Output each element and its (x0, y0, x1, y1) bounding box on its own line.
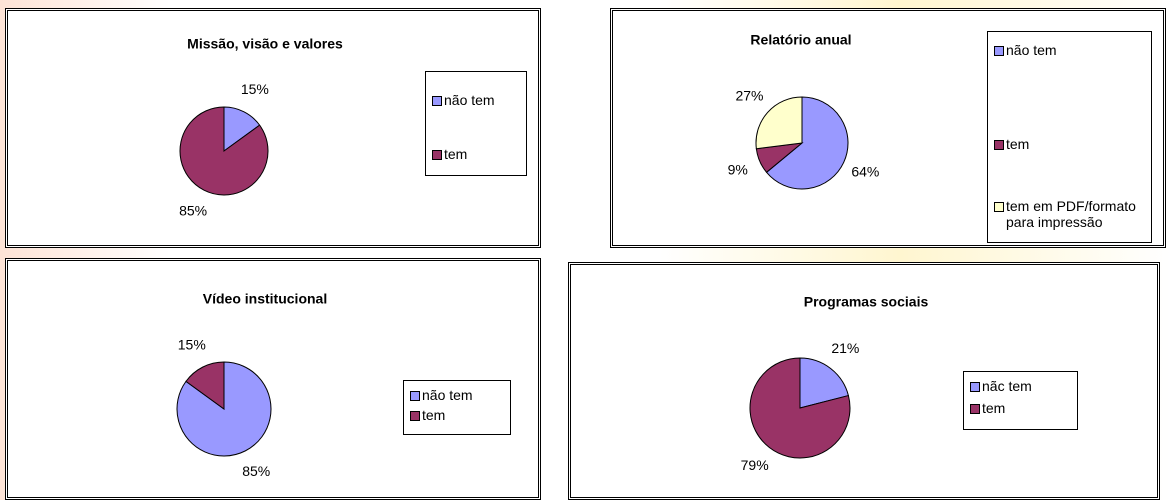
legend-label: tem (1006, 136, 1030, 152)
legend-swatch (970, 404, 980, 414)
chart-panel: Programas sociais 21% 79% nãc tem tem (568, 262, 1160, 500)
chart-panel: Vídeo institucional 85% 15% não tem tem (5, 258, 541, 500)
chart-title: Programas sociais (804, 294, 929, 310)
pie-slice (799, 357, 850, 409)
legend-swatch (994, 202, 1004, 212)
data-label: 15% (178, 336, 206, 352)
legend-label: tem (444, 146, 468, 162)
chart: Vídeo institucional 85% 15% (176, 291, 327, 479)
data-label: 79% (741, 457, 769, 473)
chart-panel: Relatório anual 64% 9% 27% não tem tem tem em … (610, 8, 1166, 248)
data-label: 21% (831, 340, 859, 356)
legend-entry: tem (410, 407, 506, 423)
legend-label: não tem (444, 92, 495, 108)
chart: Programas sociais 21% 79% (741, 294, 929, 473)
data-label: 9% (728, 162, 748, 178)
legend: não tem tem (425, 71, 527, 176)
legend-entry: não tem (432, 92, 522, 108)
legend-label: tem (982, 400, 1006, 416)
legend-label: tem em PDF/formato para impressão (1006, 198, 1136, 230)
chart: Relatório anual 64% 9% 27% (728, 32, 879, 190)
legend-swatch (970, 382, 980, 392)
pie-slice (179, 106, 269, 196)
legend-swatch (994, 140, 1004, 150)
chart: Missão, visão e valores 15% 85% (179, 36, 343, 219)
legend-swatch (432, 150, 442, 160)
legend-label: nãc tem (982, 378, 1032, 394)
pie-slice (755, 96, 803, 150)
pie-slice (185, 361, 225, 410)
data-label: 27% (735, 87, 763, 103)
chart-title: Vídeo institucional (203, 291, 327, 307)
legend-swatch (410, 391, 420, 401)
chart-title: Missão, visão e valores (187, 36, 343, 52)
legend-swatch (432, 96, 442, 106)
data-label: 15% (241, 81, 269, 97)
legend-entry: tem (970, 400, 1073, 416)
legend-entry: não tem (994, 42, 1147, 58)
chart-panel: Missão, visão e valores 15% 85% não tem tem (5, 8, 541, 248)
legend: nãc tem tem (963, 371, 1078, 430)
legend: não tem tem tem em PDF/formato para impres… (987, 31, 1152, 243)
legend-swatch (410, 411, 420, 421)
data-label: 85% (242, 463, 270, 479)
legend-entry: tem (432, 146, 522, 162)
legend: não tem tem (403, 380, 511, 435)
legend-entry: tem (994, 136, 1147, 152)
data-label: 85% (179, 202, 207, 218)
legend-entry: não tem (410, 387, 506, 403)
legend-entry: nãc tem (970, 378, 1073, 394)
data-label: 64% (851, 164, 879, 180)
legend-label: não tem (422, 387, 473, 403)
chart-title: Relatório anual (750, 32, 851, 48)
pie-slice (749, 357, 851, 459)
legend-label: não tem (1006, 42, 1057, 58)
legend-entry: tem em PDF/formato para impressão (994, 198, 1147, 230)
legend-label: tem (422, 407, 446, 423)
pie-slice (765, 96, 849, 190)
legend-swatch (994, 46, 1004, 56)
